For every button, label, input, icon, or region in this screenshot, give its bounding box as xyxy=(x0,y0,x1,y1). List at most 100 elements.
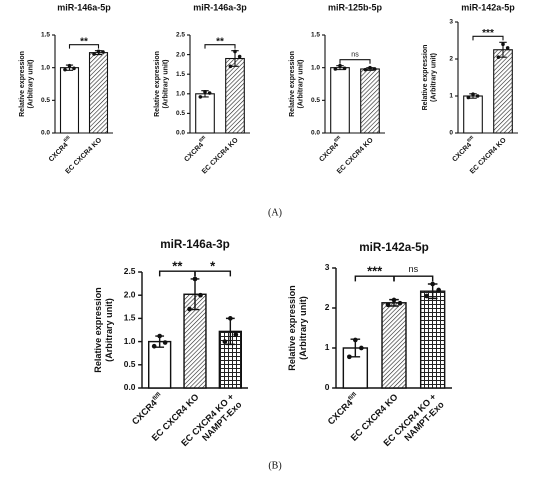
bar xyxy=(493,49,513,134)
data-point xyxy=(436,287,441,293)
y-tick-label: 2.5 xyxy=(176,32,185,39)
x-tick-label-text: CXCR4 xyxy=(48,141,70,163)
bar xyxy=(381,302,407,389)
x-tick-label-group: CXCR4fl/fl xyxy=(46,135,74,163)
x-tick-label-group: EC CXCR4 KO xyxy=(336,136,375,175)
y-axis-label-line: Relative expression xyxy=(422,45,429,111)
y-tick-label: 2 xyxy=(449,56,453,63)
y-axis-label-line: (Arbitrary unit) xyxy=(299,296,309,360)
x-tick-label: CXCR4fl/fl xyxy=(181,135,209,163)
data-point xyxy=(496,55,501,59)
data-point xyxy=(198,95,203,99)
x-tick-label-group: CXCR4fl/fl xyxy=(130,391,166,427)
data-point xyxy=(352,337,358,343)
x-tick-label-group: EC CXCR4 KO xyxy=(201,136,240,175)
y-axis-label: Relative expression(Arbitrary unit) xyxy=(288,285,309,370)
significance-label: ** xyxy=(216,36,224,47)
bar xyxy=(463,95,483,134)
data-point xyxy=(363,67,368,72)
y-tick-label: 0.0 xyxy=(176,130,185,137)
y-tick-label: 1.0 xyxy=(41,64,50,71)
data-point xyxy=(333,67,338,71)
data-point xyxy=(63,67,67,72)
x-tick-label-sup: fl/fl xyxy=(466,135,474,143)
y-tick-label: 2.0 xyxy=(124,289,136,299)
x-tick-label-sup: fl/fl xyxy=(198,135,206,143)
y-axis-label-line: (Arbitrary unit) xyxy=(27,60,34,109)
x-tick-label-sup: fl/fl xyxy=(63,135,71,143)
y-axis-label: Relative expression(Arbitrary unit) xyxy=(422,45,438,111)
data-point xyxy=(227,316,233,321)
y-axis-label-line: (Arbitrary unit) xyxy=(162,60,169,109)
chart-title: miR-142a-5p xyxy=(359,241,429,254)
data-point xyxy=(233,49,237,54)
significance-bracket xyxy=(194,270,232,277)
data-point xyxy=(471,92,475,96)
y-tick-label: 1.5 xyxy=(311,32,320,39)
significance-label: * xyxy=(210,259,216,274)
y-axis-label-line: Relative expression xyxy=(288,285,298,370)
significance-bracket xyxy=(204,44,236,49)
y-tick-label: 3 xyxy=(325,262,330,272)
data-point xyxy=(228,64,233,69)
panel-label: (A) xyxy=(268,207,282,218)
x-tick-label-sup: fl/fl xyxy=(333,135,341,143)
data-point xyxy=(203,90,207,94)
data-point xyxy=(475,94,480,98)
y-tick-label: 0 xyxy=(449,130,453,137)
data-point xyxy=(368,65,372,70)
y-tick-label: 1.0 xyxy=(124,336,136,346)
data-point xyxy=(67,63,72,68)
x-tick-label-text: CXCR4 xyxy=(451,141,473,163)
x-tick-label: CXCR4fl/fl xyxy=(46,135,74,163)
data-point xyxy=(72,66,76,71)
data-point xyxy=(342,66,347,71)
data-point xyxy=(207,91,212,95)
x-tick-label-group: CXCR4fl/fl xyxy=(325,391,361,427)
data-point xyxy=(466,95,471,100)
significance-label: ns xyxy=(351,52,359,59)
y-tick-label: 0.5 xyxy=(311,97,320,104)
data-point xyxy=(151,343,157,349)
significance-label: ** xyxy=(80,36,88,47)
bar xyxy=(147,340,172,389)
x-tick-label: EC CXCR4 KO xyxy=(469,136,508,175)
data-point xyxy=(192,276,198,282)
data-point xyxy=(372,67,377,71)
y-tick-label: 3 xyxy=(449,19,453,26)
significance-bracket xyxy=(68,44,100,49)
data-point xyxy=(338,63,342,68)
chart-title: miR-146a-3p xyxy=(160,238,230,251)
data-point xyxy=(222,339,228,344)
y-tick-label: 0.5 xyxy=(176,110,185,117)
y-tick-label: 1.5 xyxy=(41,32,50,39)
x-tick-label-sup: fl/fl xyxy=(152,391,163,402)
x-tick-label-group: EC CXCR4 KO xyxy=(64,136,103,175)
y-tick-label: 0.0 xyxy=(41,130,50,137)
significance-label: ns xyxy=(409,264,419,274)
x-tick-label-group: CXCR4fl/fl xyxy=(316,135,344,163)
y-axis-label-line: Relative expression xyxy=(154,51,161,117)
x-tick-label: CXCR4fl/fl xyxy=(130,391,166,427)
data-point xyxy=(391,297,397,303)
data-point xyxy=(162,340,168,345)
data-point xyxy=(198,292,203,298)
x-tick-label: CXCR4fl/fl xyxy=(325,391,361,427)
y-axis-label-line: (Arbitrary unit) xyxy=(430,53,437,102)
significance-bracket xyxy=(472,35,504,41)
bar xyxy=(360,68,380,134)
y-tick-label: 1 xyxy=(325,342,330,352)
y-axis-label: Relative expression(Arbitrary unit) xyxy=(94,287,115,372)
y-tick-label: 0.5 xyxy=(41,97,50,104)
y-tick-label: 1 xyxy=(449,93,453,100)
x-tick-label: CXCR4fl/fl xyxy=(316,135,344,163)
y-axis-label: Relative expression(Arbitrary unit) xyxy=(289,51,305,117)
bar xyxy=(59,67,80,134)
data-point xyxy=(92,52,96,56)
bar xyxy=(225,57,245,134)
y-tick-label: 0.0 xyxy=(311,130,320,137)
data-point xyxy=(397,300,403,306)
x-tick-label: EC CXCR4 KO xyxy=(201,136,240,175)
data-point xyxy=(101,50,105,54)
